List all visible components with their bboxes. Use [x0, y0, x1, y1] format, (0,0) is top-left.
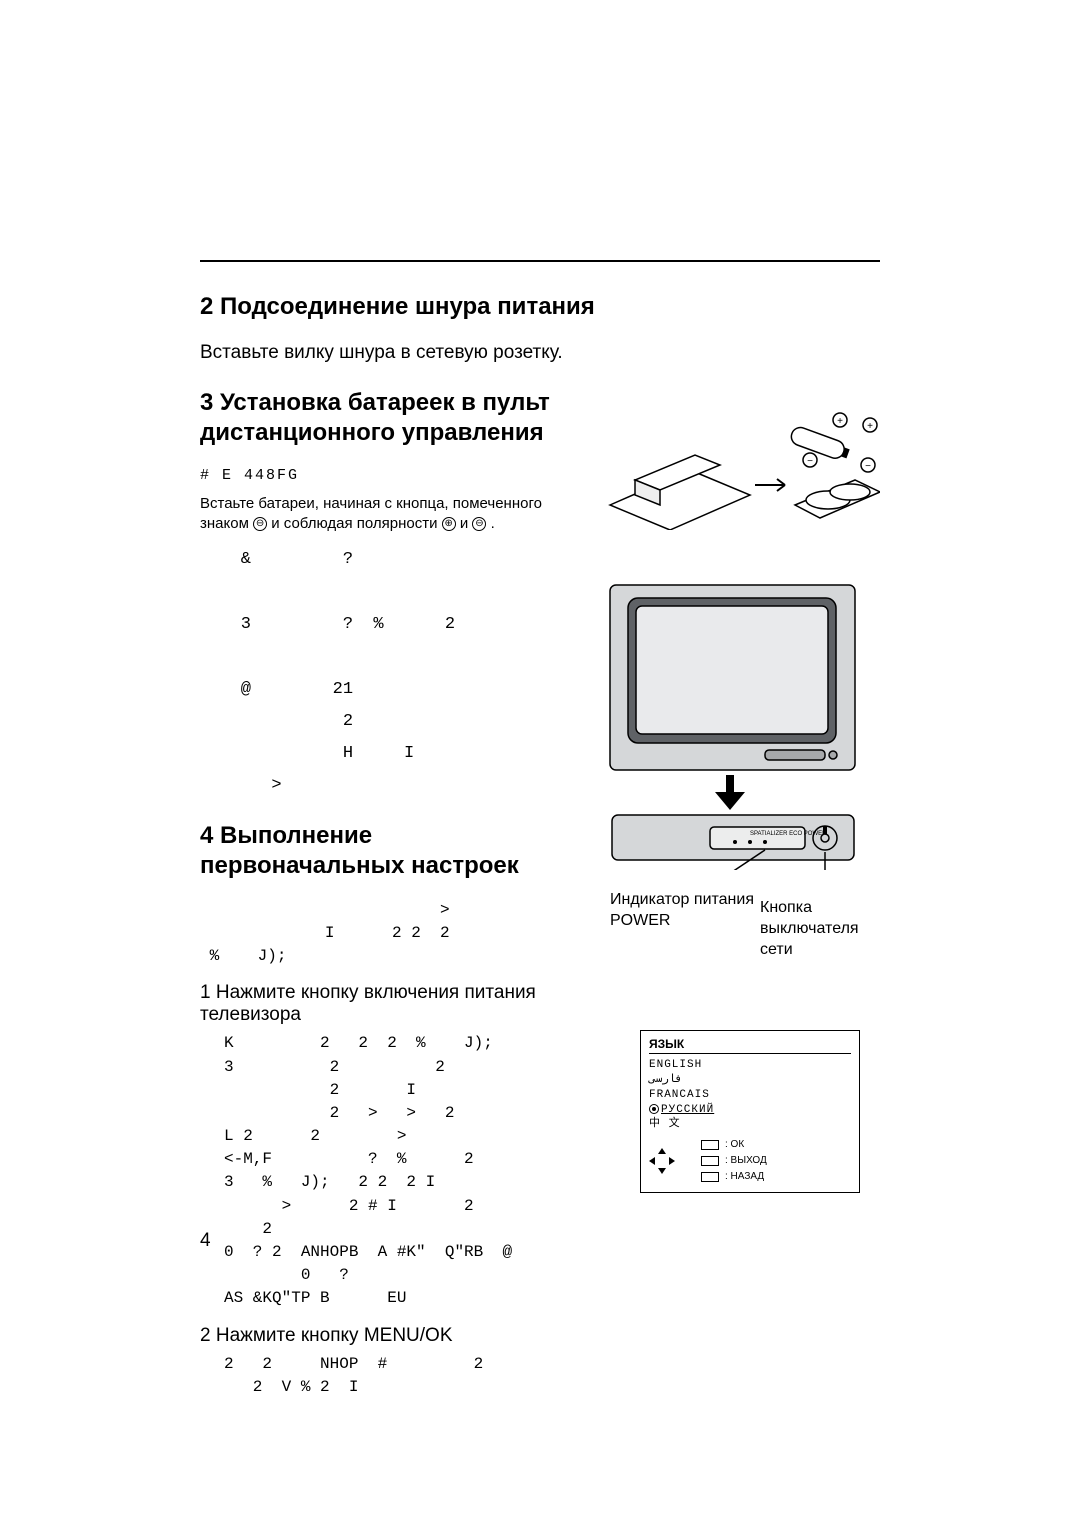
note-part1: Встаьте батареи, начиная с кнопца, помеч… [200, 495, 542, 512]
page-number: 4 [200, 1230, 211, 1252]
osd-footer: : ОК : ВЫХОД : НАЗАД [649, 1138, 851, 1184]
svg-text:+: + [867, 421, 873, 432]
key-icon [701, 1140, 719, 1150]
tv-illustration: SPATIALIZER ECO POWER [600, 580, 880, 870]
svg-text:SPATIALIZER ECO POWER: SPATIALIZER ECO POWER [750, 831, 827, 837]
osd-foot-back: : НАЗАД [725, 1170, 764, 1184]
note-end: . [491, 515, 495, 532]
note-part2: и соблюдая полярности [271, 515, 441, 532]
key-icon [701, 1156, 719, 1166]
osd-item: فارسی [649, 1073, 851, 1088]
note-and: и [460, 515, 473, 532]
section3-note: Встаьте батареи, начиная с кнопца, помеч… [200, 494, 600, 535]
label-power-en: POWER [610, 912, 670, 929]
label-switch-1: Кнопка [760, 899, 812, 916]
plus-symbol-icon: ⊕ [442, 517, 456, 531]
minus-symbol-icon: ⊖ [472, 517, 486, 531]
osd-language-menu: ЯЗЫК ENGLISH فارسی FRANCAIS РУССКИЙ 中 文 … [640, 1030, 860, 1193]
section3-code-block: & ? 3 ? % 2 @ 21 2 H I > [200, 544, 580, 802]
section3-heading: 3 Установка батареек в пульт дистанционн… [200, 388, 620, 448]
step2-body: 2 2 NHOP # 2 2 V % 2 I [224, 1353, 604, 1399]
key-icon [701, 1172, 719, 1182]
battery-illustration: + + − − [600, 410, 880, 530]
label-power-indicator: Индикатор питания [610, 891, 754, 908]
label-switch-2: выключателя [760, 920, 859, 937]
step1-body: K 2 2 2 % J); 3 2 2 2 I 2 > > 2 L 2 2 > … [224, 1032, 604, 1310]
osd-foot-ok: : ОК [725, 1138, 744, 1152]
section2-heading: 2 Подсоединение шнура питания [200, 292, 880, 322]
osd-item: FRANCAIS [649, 1088, 851, 1103]
osd-item: ENGLISH [649, 1058, 851, 1073]
osd-foot-exit: : ВЫХОД [725, 1154, 767, 1168]
osd-title: ЯЗЫК [649, 1037, 851, 1054]
osd-item: РУССКИЙ [649, 1103, 851, 1118]
dpad-icon [649, 1148, 675, 1174]
svg-text:−: − [807, 456, 813, 467]
step2-heading: 2 Нажмите кнопку MENU/OK [200, 1325, 580, 1347]
horizontal-rule [200, 260, 880, 262]
step1-heading: 1 Нажмите кнопку включения питания телев… [200, 982, 580, 1026]
osd-item-selected: РУССКИЙ [661, 1104, 714, 1116]
osd-items: ENGLISH فارسی FRANCAIS РУССКИЙ 中 文 [649, 1058, 851, 1132]
section2-body: Вставьте вилку шнура в сетевую розетку. [200, 340, 880, 366]
label-switch-3: сети [760, 941, 793, 958]
note-prefix: знаком [200, 515, 253, 532]
minus-symbol-icon: ⊖ [253, 517, 267, 531]
svg-text:+: + [837, 416, 843, 427]
svg-text:−: − [865, 461, 871, 472]
tv-labels: Индикатор питания POWER Кнопка выключате… [610, 880, 890, 960]
section4-heading: 4 Выполнение первоначальных настроек [200, 821, 580, 881]
osd-item: 中 文 [649, 1117, 851, 1132]
